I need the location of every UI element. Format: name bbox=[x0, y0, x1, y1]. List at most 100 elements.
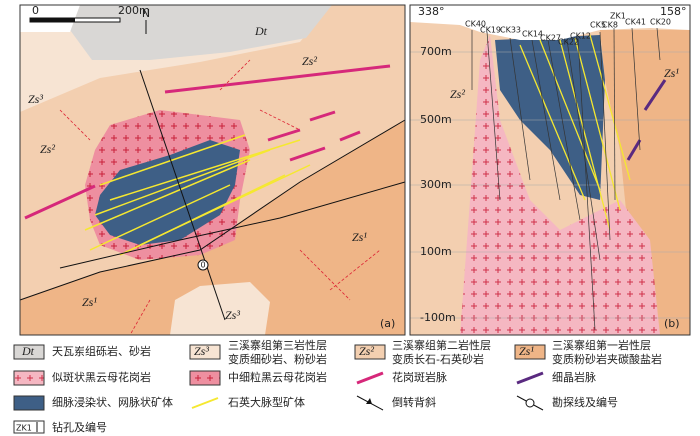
box bbox=[514, 344, 546, 360]
line bbox=[643, 79, 667, 111]
label: Zs² bbox=[450, 87, 465, 101]
line bbox=[589, 34, 631, 181]
line bbox=[329, 249, 381, 291]
line bbox=[299, 249, 351, 301]
line bbox=[356, 371, 384, 385]
line bbox=[109, 139, 301, 201]
line bbox=[219, 59, 251, 91]
label: (b) bbox=[664, 317, 680, 330]
label: 变质粉砂岩夹碳酸盐岩 bbox=[552, 352, 662, 366]
label: 0 bbox=[32, 4, 39, 17]
area bbox=[600, 30, 690, 335]
box bbox=[30, 18, 75, 22]
box bbox=[189, 344, 221, 360]
label: 三溪寨组第二岩性层 bbox=[392, 338, 491, 352]
label: 似斑状黑云母花岗岩 bbox=[52, 370, 151, 384]
line bbox=[89, 184, 231, 251]
label: ZK1 bbox=[16, 424, 32, 433]
line bbox=[519, 44, 586, 201]
area bbox=[410, 5, 690, 40]
box bbox=[354, 344, 386, 360]
label: CK12 bbox=[570, 32, 591, 41]
line bbox=[24, 184, 96, 220]
label: 三溪寨组第三岩性层 bbox=[228, 338, 327, 352]
label: Zs³ bbox=[194, 344, 209, 358]
label: Zs² bbox=[359, 344, 374, 358]
label: 200m bbox=[118, 4, 150, 17]
label: CK40 bbox=[465, 20, 486, 29]
line bbox=[139, 164, 311, 246]
label: 变质细砂岩、粉砂岩 bbox=[228, 352, 327, 366]
line bbox=[59, 109, 91, 141]
line bbox=[559, 39, 611, 231]
label: Zs³ bbox=[225, 308, 240, 322]
label: Zs¹ bbox=[519, 344, 534, 358]
label: 三溪寨组第一岩性层 bbox=[552, 338, 651, 352]
label: Dt bbox=[21, 344, 35, 358]
label: CK20 bbox=[650, 18, 671, 27]
label: 钻孔及编号 bbox=[52, 420, 107, 434]
group: 338° 158° 700m 500m 300m 100m -100m CK40… bbox=[409, 4, 691, 336]
label: 338° bbox=[418, 5, 445, 18]
line bbox=[516, 371, 544, 385]
box bbox=[13, 395, 45, 411]
group bbox=[519, 34, 631, 231]
line bbox=[577, 37, 596, 331]
label: CK14 bbox=[522, 30, 543, 39]
line bbox=[509, 37, 531, 181]
group bbox=[24, 64, 391, 220]
line bbox=[59, 181, 406, 269]
area bbox=[20, 120, 405, 335]
label: 花岗斑岩脉 bbox=[392, 370, 447, 384]
label: Zs² bbox=[40, 142, 55, 156]
line bbox=[574, 37, 621, 211]
label: CK5 bbox=[590, 21, 606, 30]
group bbox=[84, 134, 311, 256]
label: 中细粒黑云母花岗岩 bbox=[228, 370, 327, 384]
label: 天瓦岽组砾岩、砂岩 bbox=[52, 344, 151, 358]
line bbox=[129, 299, 151, 336]
label: -100m bbox=[420, 311, 456, 324]
line bbox=[309, 110, 336, 122]
line bbox=[531, 39, 561, 201]
group bbox=[19, 69, 406, 321]
label: 300m bbox=[420, 178, 452, 191]
group: CK40 CK19 CK33 CK14 CK27 CK22 CK12 CK5 C… bbox=[465, 12, 671, 47]
line bbox=[19, 119, 406, 301]
line bbox=[366, 398, 372, 404]
label: 细脉浸染状、网脉状矿体 bbox=[52, 395, 173, 409]
label: Zs³ bbox=[28, 92, 43, 106]
group bbox=[59, 59, 381, 336]
label: 158° bbox=[660, 5, 687, 18]
line bbox=[259, 109, 301, 131]
label: CK8 bbox=[602, 21, 618, 30]
line bbox=[486, 31, 501, 201]
line bbox=[339, 130, 361, 142]
area bbox=[70, 5, 332, 60]
area bbox=[170, 282, 270, 335]
line bbox=[566, 39, 601, 261]
box bbox=[409, 4, 691, 336]
label: CK27 bbox=[540, 34, 561, 43]
label: Zs¹ bbox=[664, 66, 679, 80]
label: 变质长石-石英砂岩 bbox=[392, 352, 484, 366]
label: ZK1 bbox=[610, 12, 626, 21]
line bbox=[84, 159, 251, 231]
group bbox=[471, 27, 661, 331]
label: CK33 bbox=[500, 26, 521, 35]
line bbox=[289, 146, 326, 162]
line bbox=[164, 64, 391, 94]
label: 100m bbox=[420, 245, 452, 258]
label: N bbox=[142, 7, 150, 20]
line bbox=[547, 39, 581, 221]
group bbox=[410, 51, 690, 319]
area bbox=[460, 35, 660, 335]
label: 细晶岩脉 bbox=[552, 370, 596, 384]
marker bbox=[197, 259, 209, 271]
marker bbox=[525, 398, 535, 408]
label: (a) bbox=[380, 317, 395, 330]
label: CK22 bbox=[558, 38, 579, 47]
label: 倒转背斜 bbox=[392, 395, 436, 409]
